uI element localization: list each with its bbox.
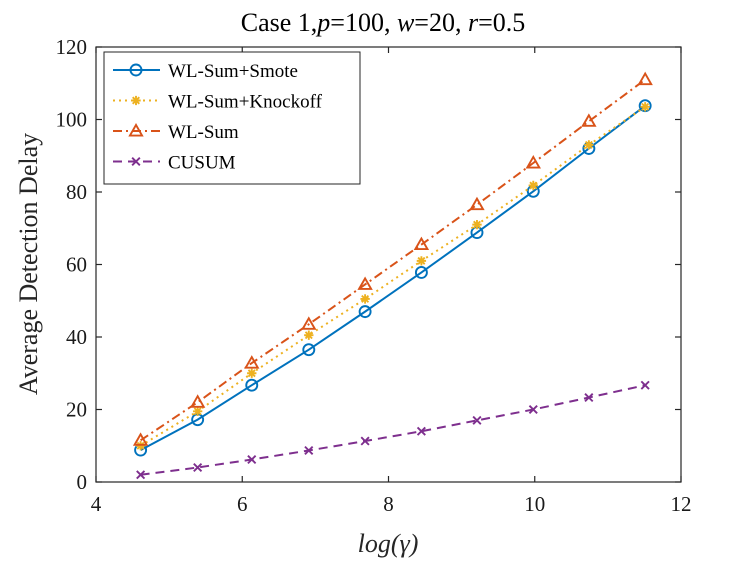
data-point-wl-sum-smote-5 — [414, 266, 428, 279]
data-point-wl-sum-1 — [189, 394, 206, 408]
data-point-wl-sum-6 — [469, 196, 485, 211]
data-point-wl-sum-knockoff-5 — [416, 256, 427, 266]
data-point-wl-sum-4 — [357, 276, 373, 290]
legend-marker-wl-sum-knockoff — [131, 95, 141, 106]
series-line-wl-sum — [140, 78, 646, 442]
legend-marker-cusum — [131, 156, 141, 167]
data-point-cusum-2 — [247, 455, 257, 465]
series-line-wl-sum-knockoff — [140, 105, 646, 447]
legend-label-cusum: CUSUM — [168, 153, 236, 174]
data-point-wl-sum-knockoff-4 — [360, 294, 370, 304]
chart-title: Case 1,p=100, w=20, r=0.5 — [241, 8, 526, 37]
series-wl-sum-smote — [134, 99, 652, 457]
x-tick-label: 8 — [383, 492, 394, 516]
data-point-cusum-3 — [304, 445, 314, 455]
y-tick-label: 40 — [66, 325, 87, 349]
legend-item-wl-sum-smote: WL-Sum+Smote — [113, 61, 298, 82]
y-tick-label: 60 — [66, 253, 87, 277]
data-point-cusum-9 — [640, 380, 650, 390]
y-axis-label: Average Detection Delay — [14, 133, 43, 395]
y-tick-label: 20 — [66, 398, 87, 422]
data-point-wl-sum-5 — [413, 236, 430, 251]
x-tick-label: 10 — [524, 492, 545, 516]
data-point-wl-sum-smote-3 — [302, 343, 316, 357]
y-tick-label: 0 — [77, 470, 88, 494]
y-tick-label: 120 — [56, 35, 88, 59]
data-point-wl-sum-8 — [581, 113, 597, 127]
data-point-cusum-6 — [472, 415, 482, 425]
legend-marker-wl-sum-smote — [129, 63, 143, 77]
legend-label-wl-sum-smote: WL-Sum+Smote — [168, 61, 298, 82]
legend-item-wl-sum: WL-Sum — [113, 122, 239, 143]
data-point-wl-sum-knockoff-3 — [304, 330, 314, 340]
data-point-cusum-4 — [360, 436, 370, 446]
legend-marker-wl-sum — [128, 123, 144, 137]
series-line-wl-sum-smote — [140, 104, 646, 451]
data-point-cusum-7 — [528, 404, 538, 415]
series-cusum — [136, 380, 650, 480]
data-point-wl-sum-knockoff-8 — [584, 140, 594, 150]
legend-label-wl-sum: WL-Sum — [168, 122, 239, 143]
series-line-cusum — [140, 384, 646, 476]
data-point-wl-sum-knockoff-1 — [192, 406, 203, 416]
x-tick-label: 6 — [237, 492, 248, 516]
legend: WL-Sum+Smote WL-Sum+Knockoff WL-Sum CUSUM — [103, 51, 361, 185]
data-point-wl-sum-2 — [244, 355, 260, 369]
data-point-wl-sum-0 — [132, 432, 149, 446]
data-point-wl-sum-9 — [637, 71, 653, 86]
x-axis-label: log(γ) — [358, 529, 419, 558]
data-point-wl-sum-3 — [301, 316, 317, 330]
y-tick-label: 100 — [56, 108, 88, 132]
legend-item-cusum: CUSUM — [113, 153, 236, 174]
axes — [95, 46, 682, 483]
data-point-wl-sum-knockoff-9 — [640, 102, 650, 112]
data-point-wl-sum-smote-4 — [358, 305, 372, 319]
data-point-wl-sum-knockoff-6 — [472, 219, 482, 230]
data-point-cusum-5 — [416, 426, 426, 436]
legend-label-wl-sum-knockoff: WL-Sum+Knockoff — [168, 92, 323, 113]
data-point-cusum-0 — [136, 470, 146, 480]
data-point-wl-sum-knockoff-7 — [528, 180, 538, 191]
legend-item-wl-sum-knockoff: WL-Sum+Knockoff — [113, 92, 323, 113]
series-wl-sum — [132, 71, 653, 446]
data-point-wl-sum-smote-2 — [245, 378, 259, 392]
x-tick-label: 12 — [671, 492, 692, 516]
x-tick-label: 4 — [91, 492, 102, 516]
data-point-wl-sum-knockoff-2 — [247, 368, 257, 378]
data-point-cusum-8 — [584, 393, 594, 403]
series-layer — [132, 71, 653, 480]
data-point-wl-sum-7 — [525, 155, 541, 169]
y-tick-label: 80 — [66, 180, 87, 204]
data-point-cusum-1 — [193, 462, 203, 473]
